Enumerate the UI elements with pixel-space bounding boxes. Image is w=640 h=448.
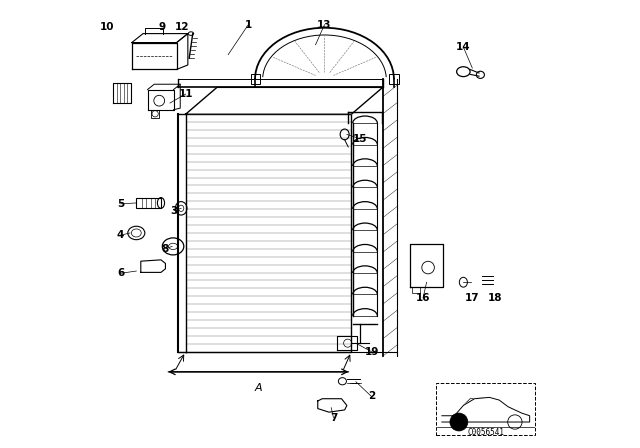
Polygon shape — [141, 260, 165, 272]
Polygon shape — [186, 87, 383, 114]
Text: 14: 14 — [456, 42, 470, 52]
Bar — [412, 287, 420, 293]
Text: 7: 7 — [330, 413, 337, 422]
Bar — [436, 383, 535, 435]
Text: 6: 6 — [117, 268, 124, 278]
Text: 12: 12 — [175, 22, 189, 32]
Bar — [136, 198, 161, 208]
Text: A: A — [255, 383, 262, 393]
Polygon shape — [317, 399, 347, 412]
Text: 17: 17 — [465, 293, 479, 303]
Text: 16: 16 — [416, 293, 430, 303]
Text: 19: 19 — [364, 347, 379, 357]
Text: 11: 11 — [179, 89, 193, 99]
Bar — [251, 74, 260, 84]
Circle shape — [450, 413, 468, 431]
Text: 13: 13 — [317, 20, 332, 30]
Text: 2: 2 — [368, 392, 375, 401]
Bar — [151, 110, 159, 118]
Text: 15: 15 — [353, 134, 367, 144]
Text: 3: 3 — [171, 206, 178, 215]
Text: 10: 10 — [100, 22, 115, 32]
Polygon shape — [442, 397, 530, 422]
Text: 4: 4 — [117, 230, 124, 240]
Text: 1: 1 — [244, 20, 252, 30]
Bar — [389, 74, 399, 84]
Text: 9: 9 — [159, 22, 166, 32]
Text: C0056541: C0056541 — [467, 428, 504, 437]
Text: 5: 5 — [117, 199, 124, 209]
Text: 8: 8 — [162, 244, 169, 254]
Text: 18: 18 — [488, 293, 502, 303]
